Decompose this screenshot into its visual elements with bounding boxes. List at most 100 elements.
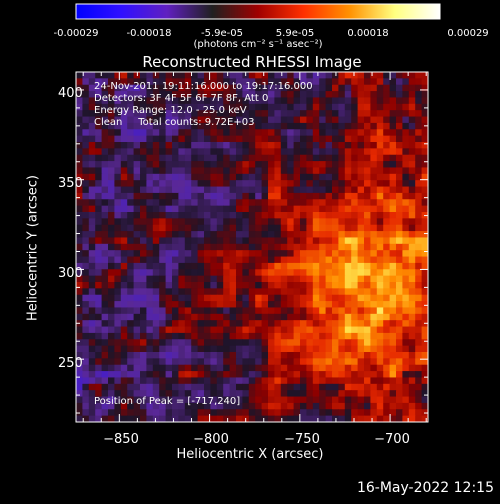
heatmap-cell — [101, 167, 109, 175]
heatmap-cell — [248, 294, 256, 302]
heatmap-cell — [197, 275, 205, 283]
heatmap-cell — [76, 224, 83, 232]
heatmap-cell — [146, 116, 154, 124]
heatmap-cell — [325, 313, 333, 321]
heatmap-cell — [191, 243, 199, 251]
heatmap-cell — [274, 167, 282, 175]
heatmap-cell — [191, 326, 199, 334]
heatmap-cell — [300, 167, 307, 175]
heatmap-cell — [95, 173, 103, 181]
heatmap-cell — [268, 396, 275, 404]
heatmap-cell — [165, 103, 173, 111]
heatmap-cell — [261, 129, 269, 137]
heatmap-cell — [101, 148, 109, 156]
heatmap-cell — [344, 154, 352, 162]
heatmap-cell — [108, 129, 115, 137]
heatmap-cell — [280, 129, 288, 137]
heatmap-cell — [280, 390, 288, 398]
heatmap-cell — [236, 84, 243, 92]
heatmap-cell — [120, 409, 128, 417]
heatmap-cell — [415, 224, 423, 232]
heatmap-cell — [312, 275, 320, 283]
heatmap-cell — [133, 231, 141, 239]
heatmap-cell — [146, 173, 154, 181]
heatmap-cell — [76, 358, 83, 366]
heatmap-cell — [389, 301, 397, 309]
heatmap-cell — [408, 72, 416, 79]
heatmap-cell — [338, 148, 346, 156]
heatmap-cell — [184, 154, 192, 162]
heatmap-cell — [120, 262, 128, 270]
heatmap-cell — [357, 402, 365, 410]
heatmap-cell — [88, 313, 96, 321]
heatmap-cell — [172, 103, 179, 111]
heatmap-cell — [255, 396, 263, 404]
heatmap-cell — [332, 269, 339, 277]
heatmap-cell — [357, 97, 365, 105]
heatmap-cell — [319, 262, 327, 270]
heatmap-cell — [287, 409, 295, 417]
heatmap-cell — [82, 282, 90, 289]
heatmap-cell — [210, 212, 218, 219]
heatmap-cell — [229, 313, 237, 321]
heatmap-cell — [223, 173, 231, 181]
heatmap-cell — [376, 161, 384, 169]
heatmap-cell — [152, 161, 160, 169]
heatmap-cell — [152, 409, 160, 417]
heatmap-cell — [101, 345, 109, 353]
heatmap-cell — [261, 116, 269, 124]
heatmap-cell — [383, 129, 391, 137]
heatmap-cell — [210, 262, 218, 270]
heatmap-cell — [242, 390, 250, 398]
heatmap-cell — [216, 97, 224, 105]
heatmap-cell — [120, 307, 128, 315]
heatmap-cell — [178, 288, 186, 296]
heatmap-cell — [325, 415, 333, 422]
heatmap-cell — [306, 345, 314, 353]
heatmap-cell — [344, 84, 352, 92]
heatmap-cell — [402, 192, 410, 200]
heatmap-cell — [114, 250, 122, 258]
heatmap-cell — [133, 383, 141, 391]
heatmap-cell — [140, 307, 147, 315]
heatmap-cell — [114, 122, 122, 130]
heatmap-cell — [88, 237, 96, 245]
heatmap-cell — [293, 161, 301, 169]
heatmap-cell — [287, 122, 295, 130]
heatmap-cell — [101, 307, 109, 315]
heatmap-cell — [204, 116, 211, 124]
heatmap-cell — [268, 269, 275, 277]
heatmap-cell — [415, 231, 423, 239]
heatmap-cell — [344, 116, 352, 124]
heatmap-cell — [344, 313, 352, 321]
heatmap-cell — [332, 377, 339, 385]
heatmap-cell — [338, 313, 346, 321]
heatmap-cell — [184, 301, 192, 309]
heatmap-cell — [146, 269, 154, 277]
heatmap-cell — [140, 218, 147, 226]
heatmap-cell — [248, 275, 256, 283]
heatmap-cell — [338, 282, 346, 289]
heatmap-cell — [229, 390, 237, 398]
heatmap-cell — [396, 116, 403, 124]
heatmap-cell — [261, 294, 269, 302]
heatmap-cell — [344, 212, 352, 219]
heatmap-cell — [332, 250, 339, 258]
heatmap-cell — [146, 135, 154, 143]
heatmap-cell — [114, 205, 122, 213]
heatmap-cell — [101, 205, 109, 213]
heatmap-cell — [88, 352, 96, 359]
heatmap-cell — [229, 180, 237, 188]
heatmap-cell — [76, 243, 83, 251]
heatmap-cell — [421, 345, 428, 353]
heatmap-cell — [351, 72, 359, 79]
heatmap-cell — [280, 173, 288, 181]
heatmap-cell — [191, 402, 199, 410]
heatmap-cell — [370, 231, 378, 239]
heatmap-cell — [140, 161, 147, 169]
heatmap-cell — [140, 313, 147, 321]
heatmap-cell — [204, 262, 211, 270]
heatmap-cell — [364, 154, 371, 162]
heatmap-cell — [319, 345, 327, 353]
heatmap-cell — [229, 294, 237, 302]
